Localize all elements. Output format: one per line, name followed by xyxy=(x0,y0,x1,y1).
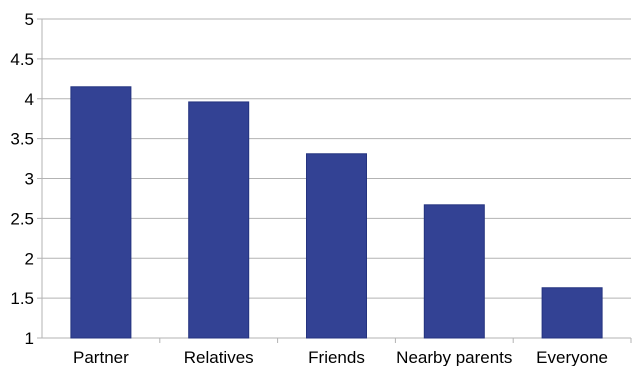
y-tick-label: 3.5 xyxy=(10,130,34,149)
bar-everyone xyxy=(541,287,603,339)
x-tick-label: Partner xyxy=(73,348,129,366)
bar-relatives xyxy=(188,101,250,339)
y-tick-label: 4.5 xyxy=(10,50,34,69)
x-tick-label: Nearby parents xyxy=(396,348,512,366)
x-tick-label: Everyone xyxy=(536,348,608,366)
y-tick-labels: 1 1.5 2 2.5 3 3.5 4 4.5 5 xyxy=(10,10,34,348)
y-tick-label: 1.5 xyxy=(10,289,34,308)
y-tick-label: 2.5 xyxy=(10,209,34,228)
bar-nearby-parents xyxy=(423,204,485,339)
bar-friends xyxy=(306,153,367,339)
y-tick-label: 5 xyxy=(25,10,34,29)
x-tick-label: Friends xyxy=(308,348,365,366)
x-tick-labels: Partner Relatives Friends Nearby parents Eve… xyxy=(73,348,608,366)
y-tick-label: 3 xyxy=(25,170,34,189)
x-tick-label: Relatives xyxy=(184,348,254,366)
y-tick-label: 4 xyxy=(25,90,34,109)
bar-partner xyxy=(70,86,132,339)
axes xyxy=(37,18,632,343)
y-tick-label: 1 xyxy=(25,329,34,348)
bars xyxy=(70,86,603,339)
y-tick-label: 2 xyxy=(25,249,34,268)
